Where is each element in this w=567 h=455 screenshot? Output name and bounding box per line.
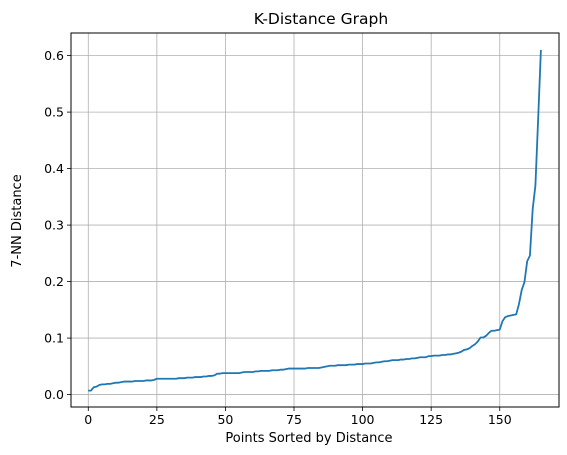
x-tick-label: 0: [84, 412, 92, 427]
x-tick-label: 75: [286, 412, 302, 427]
y-axis-label: 7-NN Distance: [10, 174, 25, 267]
y-axis-ticks: 0.0 0.1 0.2 0.3 0.4 0.5 0.6: [44, 48, 71, 402]
x-tick-label: 25: [149, 412, 165, 427]
y-tick-label: 0.5: [44, 105, 64, 120]
x-tick-label: 125: [419, 412, 443, 427]
series-line: [88, 49, 542, 392]
chart-title: K-Distance Graph: [254, 10, 388, 28]
x-axis-label: Points Sorted by Distance: [225, 431, 392, 446]
y-tick-label: 0.2: [44, 274, 64, 289]
x-axis-ticks: 0 25 50 75 100 125 150: [84, 407, 512, 427]
x-tick-label: 100: [351, 412, 375, 427]
grid: [71, 33, 559, 407]
x-tick-label: 50: [217, 412, 233, 427]
y-tick-label: 0.6: [44, 48, 64, 63]
plot-frame: [70, 32, 560, 408]
y-tick-label: 0.3: [44, 218, 64, 233]
y-tick-label: 0.4: [44, 161, 64, 176]
x-tick-label: 150: [488, 412, 512, 427]
y-tick-label: 0.1: [44, 331, 64, 346]
y-tick-label: 0.0: [44, 387, 64, 402]
series-group: [88, 49, 542, 392]
